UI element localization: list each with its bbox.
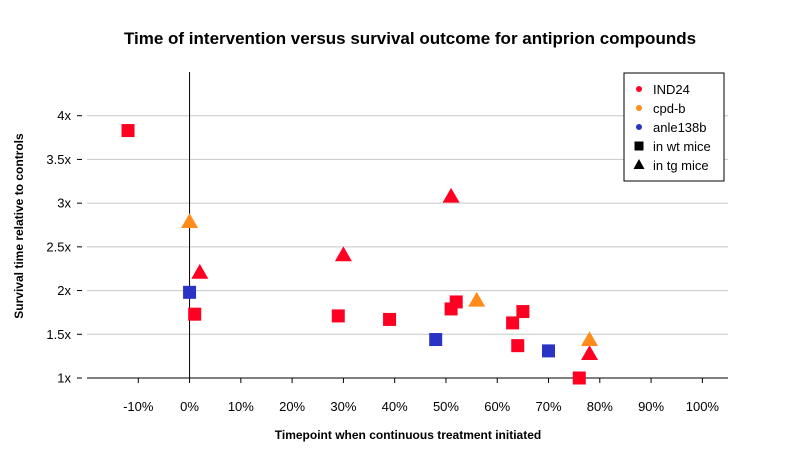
legend-label: cpd-b	[653, 101, 686, 116]
x-tick-label: 90%	[638, 399, 664, 414]
data-point-triangle-cpd-b	[581, 331, 599, 347]
data-point-square-ind24	[331, 309, 345, 323]
x-tick-label: 40%	[382, 399, 408, 414]
data-point-square-ind24	[449, 295, 463, 309]
data-point-square-anle138b	[429, 333, 443, 347]
x-tick-label: 10%	[228, 399, 254, 414]
y-tick-label: 2.5x	[46, 239, 71, 254]
data-point-square-ind24	[506, 316, 520, 330]
chart-title: Time of intervention versus survival out…	[124, 29, 696, 48]
data-point-square-ind24	[511, 339, 525, 353]
data-point-square-ind24	[383, 312, 397, 326]
data-point-triangle-cpd-b	[181, 213, 199, 228]
data-point-square-ind24	[572, 371, 586, 385]
data-point-triangle-ind24	[191, 263, 209, 279]
y-tick-label: 4x	[57, 108, 71, 123]
y-tick-label: 3.5x	[46, 152, 71, 167]
y-tick-label: 1.5x	[46, 327, 71, 342]
y-tick-label: 3x	[57, 196, 71, 211]
x-tick-label: 60%	[484, 399, 510, 414]
data-point-square-ind24	[188, 307, 202, 321]
legend-color-swatch	[636, 124, 642, 130]
legend-color-swatch	[636, 86, 642, 92]
data-point-square-ind24	[516, 305, 530, 319]
legend-label: in wt mice	[653, 139, 711, 154]
x-tick-label: 70%	[536, 399, 562, 414]
legend-label: anle138b	[653, 120, 707, 135]
data-point-triangle-ind24	[442, 187, 460, 203]
data-points	[121, 124, 599, 385]
x-tick-label: 80%	[587, 399, 613, 414]
x-tick-label: -10%	[123, 399, 154, 414]
data-point-triangle-ind24	[334, 246, 352, 262]
data-point-triangle-cpd-b	[468, 291, 486, 307]
data-point-square-anle138b	[542, 344, 556, 358]
data-point-square-ind24	[121, 124, 135, 138]
x-tick-label: 0%	[180, 399, 199, 414]
legend-label: IND24	[653, 82, 690, 97]
x-axis-label: Timepoint when continuous treatment init…	[275, 428, 541, 442]
data-point-square-anle138b	[183, 285, 197, 299]
legend-label: in tg mice	[653, 158, 709, 173]
y-axis-label: Survival time relative to controls	[12, 133, 26, 319]
legend-triangle-marker	[633, 159, 645, 169]
legend: IND24 cpd-b anle138b in wt mice in tg mice	[623, 72, 725, 182]
y-tick-label: 2x	[57, 283, 71, 298]
x-tick-label: 100%	[686, 399, 720, 414]
legend-square-marker	[634, 141, 644, 151]
x-tick-label: 20%	[279, 399, 305, 414]
x-tick-label: 30%	[330, 399, 356, 414]
y-tick-label: 1x	[57, 371, 71, 386]
data-point-triangle-ind24	[581, 345, 599, 361]
legend-color-swatch	[636, 105, 642, 111]
x-tick-label: 50%	[433, 399, 459, 414]
